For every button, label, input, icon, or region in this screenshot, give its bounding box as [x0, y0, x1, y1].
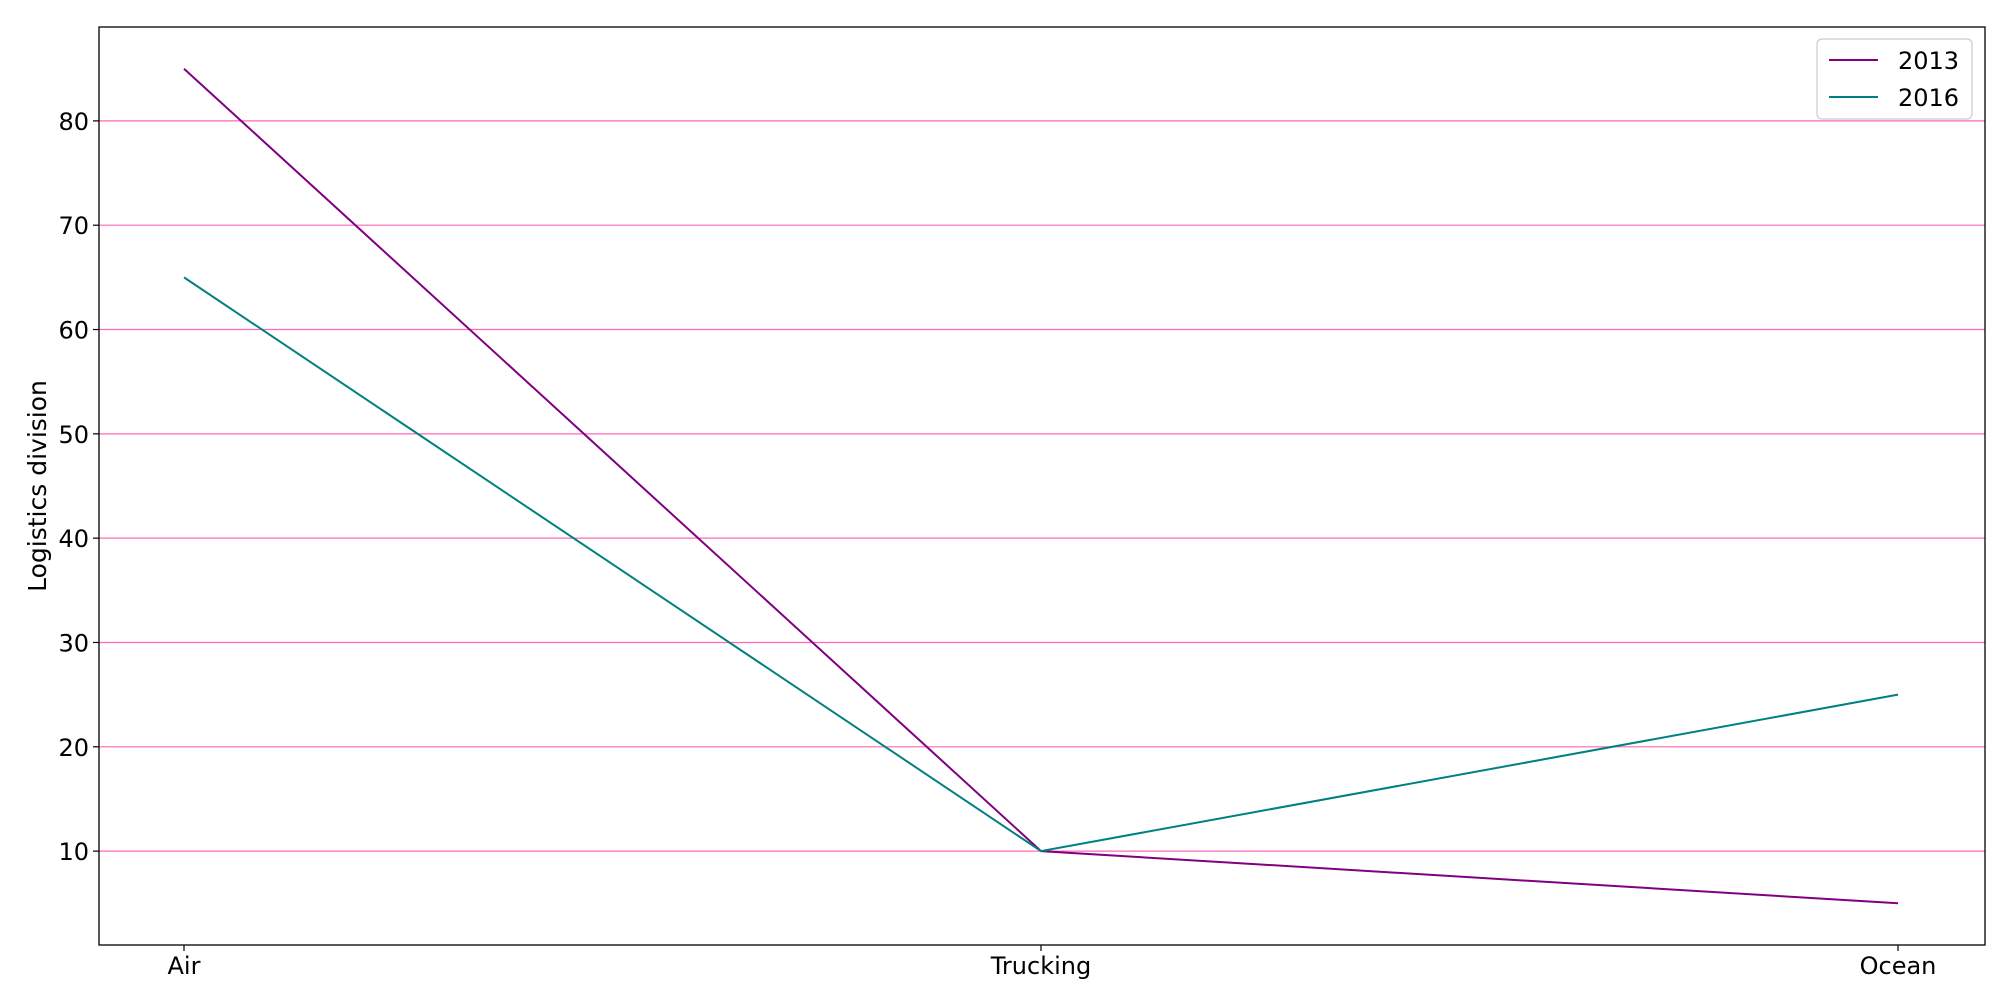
y-axis-ticks: 10 20 30 40 50 60 70 80 — [58, 108, 99, 866]
y-tick-label: 70 — [58, 212, 89, 240]
x-tick-label: Air — [168, 952, 201, 980]
legend-label: 2016 — [1898, 84, 1959, 112]
series-line-2013 — [183, 67, 1899, 905]
legend-label: 2013 — [1898, 47, 1959, 75]
x-axis-ticks: Air Trucking Ocean — [168, 945, 1937, 980]
x-tick-label: Ocean — [1860, 952, 1937, 980]
y-axis-label: Logistics division — [23, 380, 52, 592]
y-tick-label: 40 — [58, 525, 89, 553]
grid-lines — [99, 120, 1985, 852]
series-line-2016 — [183, 276, 1899, 853]
y-tick-label: 60 — [58, 317, 89, 345]
y-tick-label: 80 — [58, 108, 89, 136]
plot-frame — [98, 26, 1986, 946]
x-tick-label: Trucking — [990, 952, 1091, 980]
y-tick-label: 20 — [58, 734, 89, 762]
y-tick-label: 30 — [58, 629, 89, 657]
series-lines — [183, 67, 1899, 905]
legend: 2013 2016 — [1816, 38, 1973, 120]
y-tick-label: 50 — [58, 421, 89, 449]
y-tick-label: 10 — [58, 838, 89, 866]
